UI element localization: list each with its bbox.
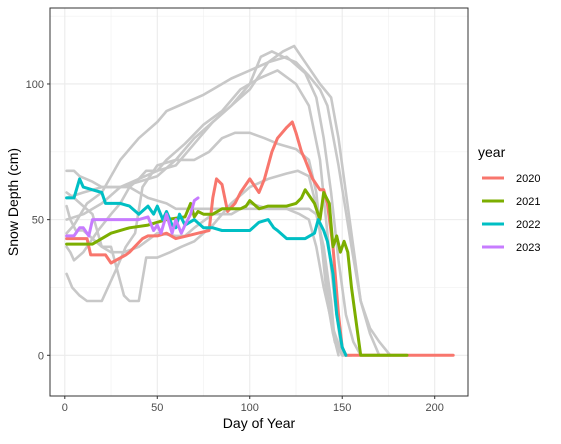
legend: year 2020 2021 2022 2023 [478,144,540,254]
x-tick-label-100: 100 [241,402,259,414]
x-axis: 0 50 100 150 200 [62,396,444,414]
x-tick-label-150: 150 [333,402,351,414]
x-axis-title: Day of Year [223,415,296,431]
series-line-2022 [65,177,348,357]
series-line-2020 [65,120,455,357]
y-axis-title: Snow Depth (cm) [5,148,21,256]
background-series-line-2 [65,191,353,357]
series-line-2023 [65,196,200,238]
legend-label-2020: 2020 [516,173,540,185]
x-tick-label-50: 50 [151,402,163,414]
background-series-line-4 [65,131,340,357]
legend-label-2021: 2021 [516,196,540,208]
plot-panel-border [49,7,469,397]
legend-title: year [478,144,506,160]
y-tick-label-50: 50 [32,215,44,227]
background-series-line-6 [65,55,362,357]
y-tick-label-0: 0 [38,350,44,362]
background-series-line-1 [65,169,353,357]
background-series-line-7 [65,44,381,357]
highlighted-series-group [65,120,455,357]
y-axis: 0 50 100 [26,79,50,362]
x-tick-label-200: 200 [426,402,444,414]
background-series-line-5 [65,69,344,357]
legend-items: 2020 2021 2022 2023 [482,173,540,254]
legend-label-2022: 2022 [516,219,540,231]
x-tick-label-0: 0 [62,402,68,414]
legend-label-2023: 2023 [516,242,540,254]
background-series-line-8 [65,50,392,357]
y-tick-label-100: 100 [26,79,44,91]
